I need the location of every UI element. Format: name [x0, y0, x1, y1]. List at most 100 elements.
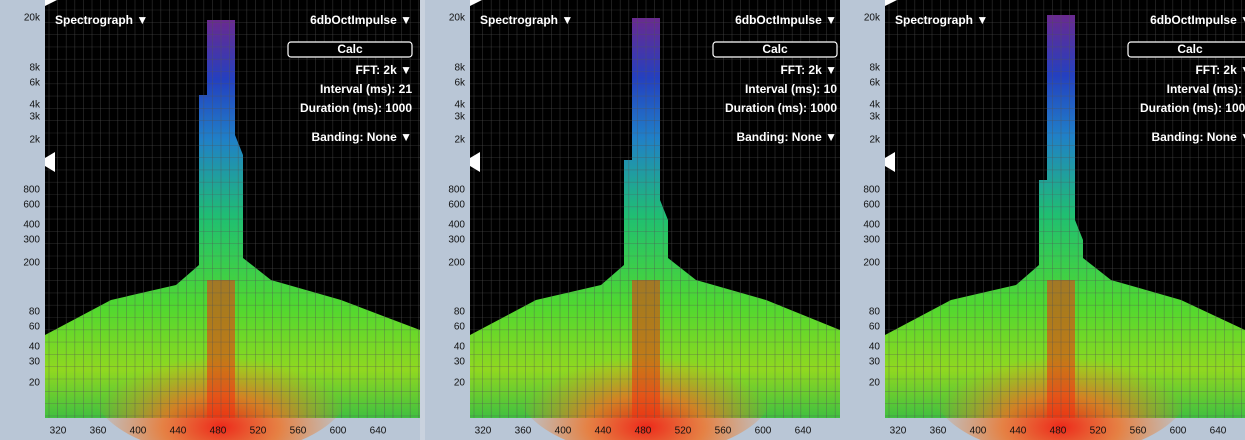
y-tick-label: 200 [863, 258, 880, 269]
marker [470, 152, 480, 172]
duration-field[interactable]: Duration (ms): 1000 [725, 101, 837, 115]
y-tick-label: 40 [869, 342, 881, 353]
interval-field[interactable]: Interval (ms): 21 [320, 82, 412, 96]
x-tick-label: 360 [90, 426, 107, 437]
y-tick-label: 6k [869, 78, 881, 89]
y-tick-label: 200 [448, 258, 465, 269]
marker [45, 152, 55, 172]
y-tick-label: 3k [869, 112, 881, 123]
y-tick-label: 400 [448, 220, 465, 231]
y-tick-label: 2k [29, 135, 41, 146]
x-tick-label: 440 [1010, 426, 1027, 437]
banding-dropdown[interactable]: Banding: None ▼ [311, 130, 412, 144]
x-tick-label: 480 [1050, 426, 1067, 437]
preset-dropdown[interactable]: 6dbOctImpulse ▼ [1150, 13, 1245, 27]
spectrum [45, 20, 420, 418]
y-tick-label: 400 [863, 220, 880, 231]
x-tick-label: 560 [715, 426, 732, 437]
x-tick-label: 640 [795, 426, 812, 437]
y-tick-label: 20k [864, 13, 881, 24]
calc-label: Calc [337, 42, 363, 56]
y-tick-label: 300 [23, 235, 40, 246]
x-tick-label: 600 [330, 426, 347, 437]
x-tick-label: 320 [50, 426, 67, 437]
y-tick-label: 800 [448, 185, 465, 196]
calc-button[interactable] [712, 41, 838, 58]
marker-top [470, 0, 482, 6]
x-tick-label: 480 [210, 426, 227, 437]
y-tick-label: 4k [454, 100, 466, 111]
interval-field[interactable]: Interval (ms): 10 [745, 82, 837, 96]
y-tick-label: 60 [454, 322, 466, 333]
y-tick-label: 600 [863, 200, 880, 211]
y-tick-label: 8k [869, 63, 881, 74]
x-tick-label: 440 [595, 426, 612, 437]
y-tick-label: 30 [29, 357, 41, 368]
x-tick-label: 560 [1130, 426, 1147, 437]
x-tick-label: 520 [675, 426, 692, 437]
marker-top [45, 0, 57, 6]
y-tick-label: 4k [869, 100, 881, 111]
y-tick-label: 20 [454, 378, 466, 389]
preset-dropdown[interactable]: 6dbOctImpulse ▼ [735, 13, 837, 27]
calc-button[interactable] [287, 41, 413, 58]
x-tick-label: 320 [475, 426, 492, 437]
calc-label: Calc [762, 42, 788, 56]
y-tick-label: 8k [29, 63, 41, 74]
y-tick-label: 400 [23, 220, 40, 231]
y-tick-label: 300 [863, 235, 880, 246]
y-tick-label: 30 [869, 357, 881, 368]
y-tick-label: 600 [448, 200, 465, 211]
mode-dropdown[interactable]: Spectrograph ▼ [895, 13, 988, 27]
banding-dropdown[interactable]: Banding: None ▼ [736, 130, 837, 144]
y-tick-label: 80 [454, 307, 466, 318]
x-tick-label: 400 [970, 426, 987, 437]
y-tick-label: 2k [454, 135, 466, 146]
x-tick-label: 560 [290, 426, 307, 437]
x-tick-label: 320 [890, 426, 907, 437]
calc-button[interactable] [1127, 41, 1245, 58]
calc-label: Calc [1177, 42, 1203, 56]
x-tick-label: 520 [1090, 426, 1107, 437]
y-tick-label: 80 [29, 307, 41, 318]
y-tick-label: 8k [454, 63, 466, 74]
x-tick-label: 360 [930, 426, 947, 437]
fft-dropdown[interactable]: FFT: 2k ▼ [1195, 63, 1245, 77]
y-tick-label: 200 [23, 258, 40, 269]
y-tick-label: 80 [869, 307, 881, 318]
marker-top [885, 0, 897, 6]
y-tick-label: 2k [869, 135, 881, 146]
mode-dropdown[interactable]: Spectrograph ▼ [480, 13, 573, 27]
y-tick-label: 4k [29, 100, 41, 111]
y-tick-label: 20 [869, 378, 881, 389]
y-tick-label: 600 [23, 200, 40, 211]
x-tick-label: 480 [635, 426, 652, 437]
fft-dropdown[interactable]: FFT: 2k ▼ [355, 63, 412, 77]
y-tick-label: 300 [448, 235, 465, 246]
interval-field[interactable]: Interval (ms): 5 [1167, 82, 1245, 96]
y-tick-label: 30 [454, 357, 466, 368]
y-tick-label: 20 [29, 378, 41, 389]
mode-dropdown[interactable]: Spectrograph ▼ [55, 13, 148, 27]
y-tick-label: 60 [29, 322, 41, 333]
y-tick-label: 3k [29, 112, 41, 123]
y-tick-label: 40 [454, 342, 466, 353]
y-tick-label: 3k [454, 112, 466, 123]
y-tick-label: 6k [29, 78, 41, 89]
x-tick-label: 520 [250, 426, 267, 437]
x-tick-label: 640 [370, 426, 387, 437]
banding-dropdown[interactable]: Banding: None ▼ [1151, 130, 1245, 144]
fft-dropdown[interactable]: FFT: 2k ▼ [780, 63, 837, 77]
y-tick-label: 20k [449, 13, 466, 24]
y-tick-label: 20k [24, 13, 41, 24]
x-tick-label: 600 [1170, 426, 1187, 437]
duration-field[interactable]: Duration (ms): 1000 [300, 101, 412, 115]
y-tick-label: 800 [23, 185, 40, 196]
y-tick-label: 800 [863, 185, 880, 196]
y-tick-label: 60 [869, 322, 881, 333]
duration-field[interactable]: Duration (ms): 1000 [1140, 101, 1245, 115]
preset-dropdown[interactable]: 6dbOctImpulse ▼ [310, 13, 412, 27]
